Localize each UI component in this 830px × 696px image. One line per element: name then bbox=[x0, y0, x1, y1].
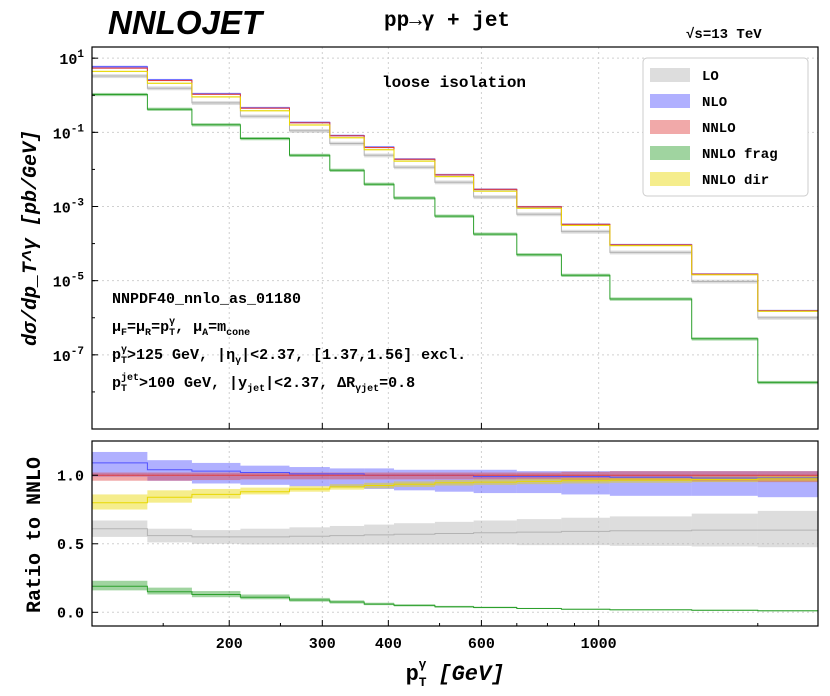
y-tick-label: 10-3 bbox=[53, 197, 85, 217]
lo-main-line bbox=[92, 75, 818, 319]
nnlo-ratio-band-bin bbox=[757, 471, 818, 483]
nnlo-ratio-band-bin bbox=[92, 472, 148, 481]
nnlo-ratio-band-bin bbox=[191, 472, 241, 481]
nnlo-dir-main-line bbox=[92, 70, 818, 312]
photon-cut-annotation: pTγ>125 GeV, |ηγ|<2.37, [1.37,1.56] excl… bbox=[112, 345, 466, 367]
ratio-panel-frame bbox=[91, 440, 819, 627]
nnlo-ratio-band-bin bbox=[364, 472, 395, 480]
nlo-ratio-band-bin bbox=[92, 451, 148, 477]
nnlo-ratio-band-bin bbox=[240, 472, 290, 480]
nnlo-ratio-band-bin bbox=[289, 472, 330, 480]
nnlo-ratio-band-bin bbox=[473, 472, 517, 480]
nnlo-main-line bbox=[92, 67, 818, 312]
nlo-ratio-band-bin bbox=[191, 462, 241, 484]
main-panel-frame bbox=[91, 46, 819, 430]
ratio-y-tick-label: 0.5 bbox=[57, 537, 84, 554]
nnlo-ratio-band-bin bbox=[609, 471, 692, 481]
y-tick-label: 10-1 bbox=[53, 123, 85, 143]
x-tick-label: 600 bbox=[468, 636, 495, 653]
y-tick-label: 10-7 bbox=[53, 346, 84, 366]
isolation-annotation: loose isolation bbox=[382, 74, 526, 92]
nnlo-ratio-band-bin bbox=[516, 472, 562, 480]
legend-label-nlo: NLO bbox=[702, 95, 727, 111]
main-panel-ticks: 101 10-1 10-3 10-5 10-7 bbox=[53, 49, 600, 430]
ratio-panel-bands bbox=[92, 451, 818, 612]
nnlo-dir-ratio-band-bin bbox=[191, 488, 241, 499]
ratio-y-tick-label: 0.0 bbox=[57, 605, 84, 622]
nlo-ratio-band-bin bbox=[289, 467, 330, 487]
nnlo-frag-ratio-band-bin bbox=[147, 587, 192, 595]
nnlo-frag-ratio-line bbox=[92, 585, 818, 612]
main-panel-lines bbox=[92, 66, 818, 383]
nnlo-dir-ratio-line bbox=[92, 478, 818, 504]
process-title: pp→γ + jet bbox=[384, 10, 510, 33]
pdf-annotation: NNPDF40_nnlo_as_01180 bbox=[112, 291, 301, 308]
jet-cut-annotation: pTjet>100 GeV, |yjet|<2.37, ΔRγjet=0.8 bbox=[112, 372, 415, 395]
energy-label: √s=13 TeV bbox=[686, 26, 762, 43]
x-tick-label: 300 bbox=[309, 636, 336, 653]
nnlojet-logo: NNLOJET bbox=[108, 4, 265, 41]
nnlo-ratio-band-bin bbox=[561, 471, 610, 481]
x-tick-label: 400 bbox=[375, 636, 402, 653]
scales-annotation: μF=μR=pTγ, μA=mcone bbox=[112, 317, 250, 339]
ratio-y-axis-label: Ratio to NNLO bbox=[24, 457, 47, 613]
nnlo-dir-ratio-band-bin bbox=[92, 494, 148, 510]
legend-swatch-nnlo bbox=[650, 120, 690, 134]
legend-box bbox=[642, 57, 809, 197]
nlo-ratio-band-bin bbox=[364, 468, 395, 489]
legend-label-lo: LO bbox=[702, 69, 719, 85]
legend-label-nnlo: NNLO bbox=[702, 121, 736, 137]
legend-label-nnlo-frag: NNLO frag bbox=[702, 147, 778, 163]
main-y-axis-label: dσ/dp_T^γ [pb/GeV] bbox=[20, 130, 43, 346]
nnlo-ratio-band-bin bbox=[691, 471, 758, 482]
nnlo-dir-ratio-band-bin bbox=[240, 487, 290, 495]
x-tick-label: 1000 bbox=[581, 636, 617, 653]
legend-swatch-nlo bbox=[650, 94, 690, 108]
nnlo-ratio-band-bin bbox=[329, 472, 365, 480]
legend-swatch-nnlo-frag bbox=[650, 146, 690, 160]
ratio-panel-lines bbox=[92, 462, 818, 612]
x-axis-label: pTγ [GeV] bbox=[406, 657, 505, 690]
x-tick-label: 200 bbox=[216, 636, 243, 653]
ratio-panel-ticks: 0.0 0.5 1.0 200 300 400 600 1000 bbox=[57, 468, 759, 653]
nnlo-ratio-band-bin bbox=[147, 472, 192, 481]
nnlo-dir-ratio-band-bin bbox=[147, 490, 192, 503]
y-tick-label: 101 bbox=[59, 49, 84, 69]
nnlo-ratio-band-bin bbox=[434, 472, 474, 480]
lo-ratio-line bbox=[92, 528, 818, 538]
nlo-ratio-band-bin bbox=[329, 468, 365, 488]
y-tick-label: 10-5 bbox=[53, 272, 85, 292]
legend-swatch-lo bbox=[650, 68, 690, 82]
nnlo-frag-ratio-band-bin bbox=[92, 580, 148, 591]
legend-label-nnlo-dir: NNLO dir bbox=[702, 173, 769, 189]
nnlo-ratio-band-bin bbox=[394, 472, 435, 480]
ratio-y-tick-label: 1.0 bbox=[57, 468, 84, 485]
legend-swatch-nnlo-dir bbox=[650, 172, 690, 186]
nnlo-frag-main-line bbox=[92, 94, 818, 383]
lo-ratio-band-bin bbox=[757, 510, 818, 548]
legend: LO NLO NNLO NNLO frag NNLO dir bbox=[642, 57, 809, 197]
